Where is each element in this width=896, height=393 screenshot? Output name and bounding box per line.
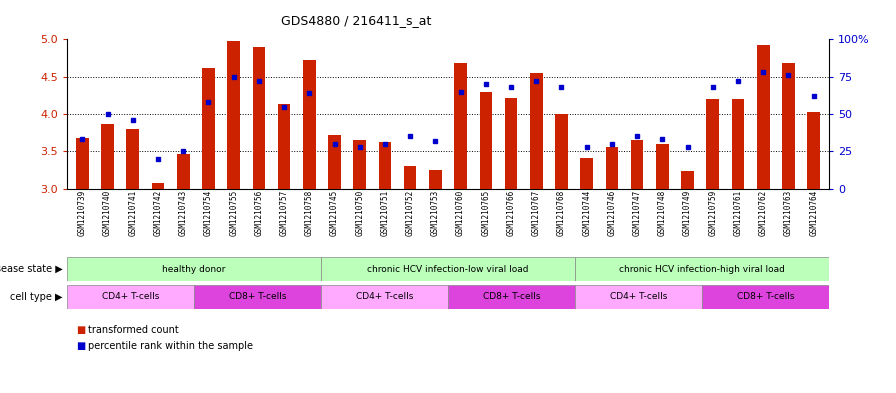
Bar bbox=[379, 141, 392, 189]
Bar bbox=[373, 189, 398, 257]
Bar bbox=[650, 189, 675, 257]
Bar bbox=[498, 189, 523, 257]
Bar bbox=[404, 166, 417, 189]
Bar bbox=[95, 189, 120, 257]
Bar bbox=[782, 63, 795, 189]
Bar bbox=[177, 154, 190, 189]
Bar bbox=[726, 189, 751, 257]
Bar bbox=[504, 97, 517, 189]
Text: CD8+ T-cells: CD8+ T-cells bbox=[483, 292, 540, 301]
Bar bbox=[347, 189, 373, 257]
Bar bbox=[675, 189, 700, 257]
Text: chronic HCV infection-low viral load: chronic HCV infection-low viral load bbox=[367, 265, 529, 274]
Bar bbox=[70, 189, 95, 257]
Bar bbox=[700, 189, 726, 257]
Text: ■: ■ bbox=[76, 341, 85, 351]
Bar bbox=[297, 189, 322, 257]
Bar bbox=[303, 60, 315, 189]
Bar bbox=[120, 189, 145, 257]
Bar bbox=[631, 140, 643, 189]
Text: disease state ▶: disease state ▶ bbox=[0, 264, 63, 274]
Bar bbox=[656, 144, 668, 189]
Bar bbox=[530, 73, 543, 189]
Bar bbox=[321, 257, 575, 281]
Bar bbox=[221, 189, 246, 257]
Bar bbox=[575, 285, 702, 309]
Text: healthy donor: healthy donor bbox=[162, 265, 226, 274]
Bar bbox=[702, 285, 829, 309]
Bar bbox=[170, 189, 196, 257]
Bar bbox=[556, 114, 568, 189]
Text: CD8+ T-cells: CD8+ T-cells bbox=[737, 292, 794, 301]
Bar bbox=[581, 158, 593, 189]
Bar bbox=[625, 189, 650, 257]
Text: CD4+ T-cells: CD4+ T-cells bbox=[356, 292, 413, 301]
Bar bbox=[732, 99, 745, 189]
Text: chronic HCV infection-high viral load: chronic HCV infection-high viral load bbox=[619, 265, 785, 274]
Text: CD8+ T-cells: CD8+ T-cells bbox=[228, 292, 287, 301]
Bar bbox=[145, 189, 170, 257]
Bar bbox=[253, 47, 265, 189]
Bar bbox=[751, 189, 776, 257]
Bar bbox=[202, 68, 215, 189]
Bar bbox=[606, 147, 618, 189]
Bar bbox=[271, 189, 297, 257]
Bar bbox=[194, 285, 321, 309]
Bar bbox=[278, 103, 290, 189]
Bar bbox=[76, 138, 89, 189]
Bar bbox=[321, 285, 448, 309]
Bar bbox=[126, 129, 139, 189]
Bar bbox=[151, 183, 164, 189]
Bar bbox=[429, 170, 442, 189]
Bar bbox=[228, 41, 240, 189]
Bar bbox=[473, 189, 498, 257]
Text: percentile rank within the sample: percentile rank within the sample bbox=[88, 341, 253, 351]
Bar bbox=[575, 257, 829, 281]
Text: cell type ▶: cell type ▶ bbox=[10, 292, 63, 302]
Bar bbox=[353, 140, 366, 189]
Bar bbox=[423, 189, 448, 257]
Bar bbox=[448, 285, 575, 309]
Bar bbox=[757, 44, 770, 189]
Bar bbox=[67, 285, 194, 309]
Bar bbox=[681, 171, 694, 189]
Bar bbox=[101, 125, 114, 189]
Bar bbox=[574, 189, 599, 257]
Bar bbox=[196, 189, 221, 257]
Bar bbox=[807, 112, 820, 189]
Bar bbox=[328, 135, 340, 189]
Bar bbox=[706, 99, 719, 189]
Bar bbox=[776, 189, 801, 257]
Text: CD4+ T-cells: CD4+ T-cells bbox=[609, 292, 668, 301]
Bar bbox=[549, 189, 574, 257]
Bar bbox=[322, 189, 347, 257]
Text: CD4+ T-cells: CD4+ T-cells bbox=[102, 292, 159, 301]
Bar bbox=[246, 189, 271, 257]
Bar bbox=[398, 189, 423, 257]
Bar bbox=[448, 189, 473, 257]
Bar bbox=[523, 189, 549, 257]
Text: GDS4880 / 216411_s_at: GDS4880 / 216411_s_at bbox=[281, 15, 432, 28]
Text: ■: ■ bbox=[76, 325, 85, 335]
Bar bbox=[67, 257, 321, 281]
Bar bbox=[801, 189, 826, 257]
Text: transformed count: transformed count bbox=[88, 325, 178, 335]
Bar bbox=[454, 63, 467, 189]
Bar bbox=[599, 189, 625, 257]
Bar bbox=[479, 92, 492, 189]
